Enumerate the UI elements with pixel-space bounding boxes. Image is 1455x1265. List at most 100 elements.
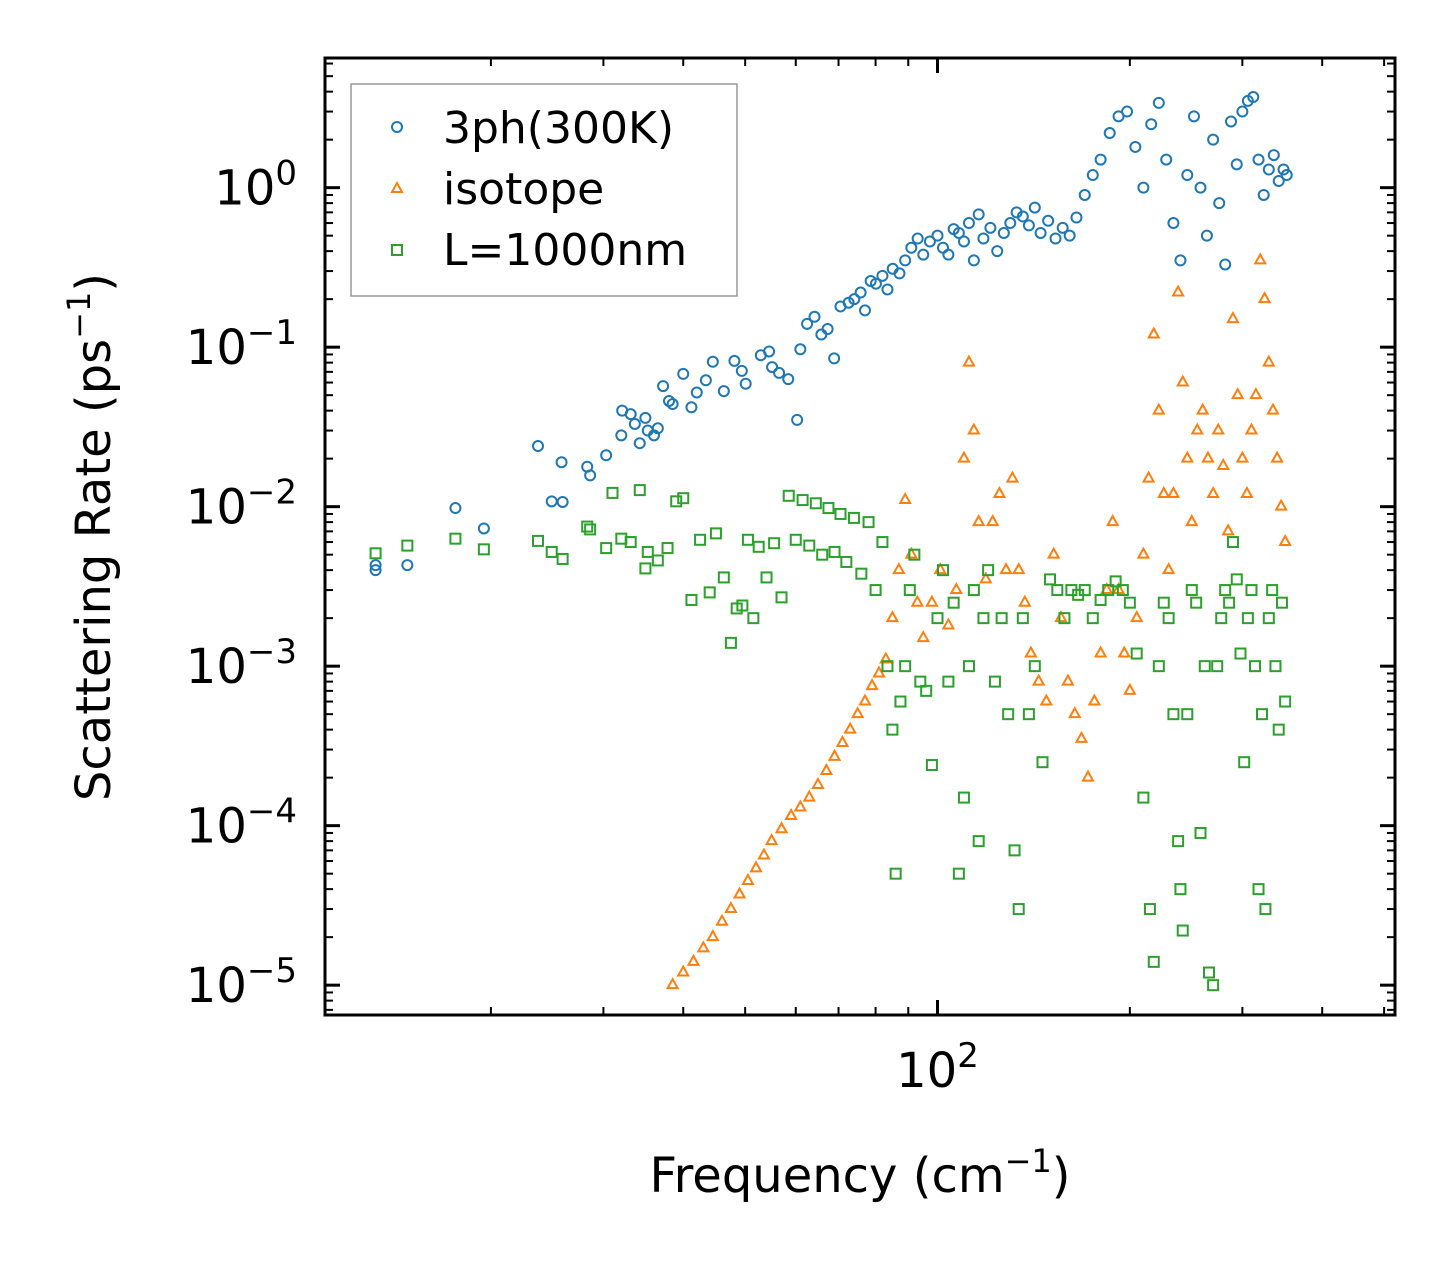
- point-3ph: [962, 217, 975, 230]
- legend-label-l1000nm: L=1000nm: [443, 225, 687, 276]
- point-l1000nm: [925, 759, 938, 772]
- point-isotope: [1274, 498, 1288, 511]
- point-isotope: [1166, 485, 1181, 499]
- point-l1000nm: [1198, 660, 1211, 673]
- point-l1000nm: [747, 612, 760, 625]
- point-3ph: [706, 355, 719, 368]
- point-l1000nm: [1238, 756, 1251, 769]
- point-isotope: [1018, 594, 1032, 607]
- point-3ph: [1121, 105, 1134, 118]
- point-isotope: [1249, 387, 1263, 400]
- point-l1000nm: [768, 537, 781, 550]
- point-isotope: [793, 799, 808, 812]
- point-isotope: [749, 860, 763, 873]
- point-l1000nm: [1016, 612, 1029, 625]
- point-l1000nm: [967, 584, 980, 597]
- point-isotope: [1005, 470, 1020, 483]
- point-3ph: [977, 232, 990, 245]
- point-l1000nm: [1202, 966, 1215, 979]
- point-3ph: [917, 248, 930, 261]
- point-isotope: [1216, 457, 1230, 470]
- point-l1000nm: [545, 545, 558, 558]
- point-3ph: [1236, 105, 1249, 118]
- point-isotope: [1171, 284, 1185, 297]
- point-isotope: [1206, 485, 1220, 499]
- point-l1000nm: [952, 867, 965, 880]
- point-3ph: [1078, 188, 1091, 201]
- point-l1000nm: [1044, 573, 1057, 586]
- point-3ph: [685, 401, 698, 414]
- point-l1000nm: [828, 545, 841, 558]
- y-axis-title-sup: −1: [60, 292, 98, 339]
- point-l1000nm: [782, 489, 795, 502]
- point-isotope: [962, 354, 976, 367]
- point-isotope: [1240, 485, 1254, 499]
- point-l1000nm: [1190, 596, 1203, 609]
- point-3ph: [952, 226, 965, 239]
- point-l1000nm: [1051, 584, 1064, 597]
- point-3ph: [677, 367, 690, 380]
- x-tick-label-exp: 2: [957, 1036, 979, 1076]
- point-3ph: [663, 394, 676, 407]
- point-l1000nm: [1086, 612, 1099, 625]
- point-3ph: [942, 248, 955, 261]
- point-3ph: [1267, 149, 1280, 162]
- point-l1000nm: [796, 494, 809, 507]
- point-l1000nm: [855, 567, 868, 580]
- point-l1000nm: [1226, 536, 1239, 549]
- point-isotope: [1061, 673, 1075, 686]
- point-isotope: [985, 514, 1000, 527]
- point-3ph: [1049, 232, 1062, 245]
- point-isotope: [865, 678, 879, 691]
- point-l1000nm: [1223, 596, 1236, 609]
- point-l1000nm: [886, 723, 899, 736]
- point-l1000nm: [1266, 584, 1279, 597]
- point-isotope: [715, 913, 729, 926]
- point-isotope: [1105, 514, 1120, 527]
- point-l1000nm: [1123, 596, 1136, 609]
- point-l1000nm: [661, 542, 674, 555]
- y-tick-label-base: 10: [186, 320, 247, 376]
- point-l1000nm: [1259, 903, 1272, 916]
- point-3ph: [633, 437, 646, 450]
- point-3ph: [791, 413, 804, 426]
- point-isotope: [1185, 514, 1199, 527]
- point-3ph: [1230, 158, 1243, 171]
- point-l1000nm: [1194, 826, 1207, 839]
- point-3ph: [905, 241, 918, 254]
- point-l1000nm: [600, 542, 613, 555]
- point-l1000nm: [1167, 708, 1180, 721]
- point-3ph: [869, 277, 882, 290]
- y-axis-title-main: Scattering Rate (ps: [66, 339, 122, 801]
- point-isotope: [885, 610, 900, 623]
- point-isotope: [1117, 645, 1131, 658]
- point-3ph: [556, 495, 569, 508]
- point-isotope: [827, 748, 842, 761]
- point-l1000nm: [822, 502, 835, 515]
- point-l1000nm: [1022, 708, 1035, 721]
- point-3ph: [766, 361, 779, 374]
- point-3ph: [1187, 110, 1200, 123]
- point-3ph: [628, 417, 641, 430]
- point-l1000nm: [1147, 955, 1160, 968]
- point-isotope: [1211, 422, 1225, 435]
- point-isotope: [941, 617, 956, 630]
- point-3ph: [477, 522, 490, 535]
- point-l1000nm: [920, 684, 933, 697]
- point-l1000nm: [894, 695, 907, 708]
- point-3ph: [600, 449, 613, 462]
- point-l1000nm: [876, 536, 889, 549]
- x-tick-label: 102: [896, 1036, 979, 1099]
- point-isotope: [1157, 485, 1171, 499]
- point-isotope: [665, 977, 680, 990]
- point-isotope: [1123, 682, 1137, 695]
- point-isotope: [957, 450, 971, 463]
- point-3ph: [624, 408, 637, 421]
- point-3ph: [1004, 217, 1017, 230]
- point-isotope: [802, 789, 816, 802]
- point-isotope: [757, 847, 771, 860]
- point-isotope: [724, 900, 738, 914]
- plot-frame: [323, 56, 1397, 1017]
- point-l1000nm: [775, 591, 788, 604]
- point-l1000nm: [581, 520, 594, 533]
